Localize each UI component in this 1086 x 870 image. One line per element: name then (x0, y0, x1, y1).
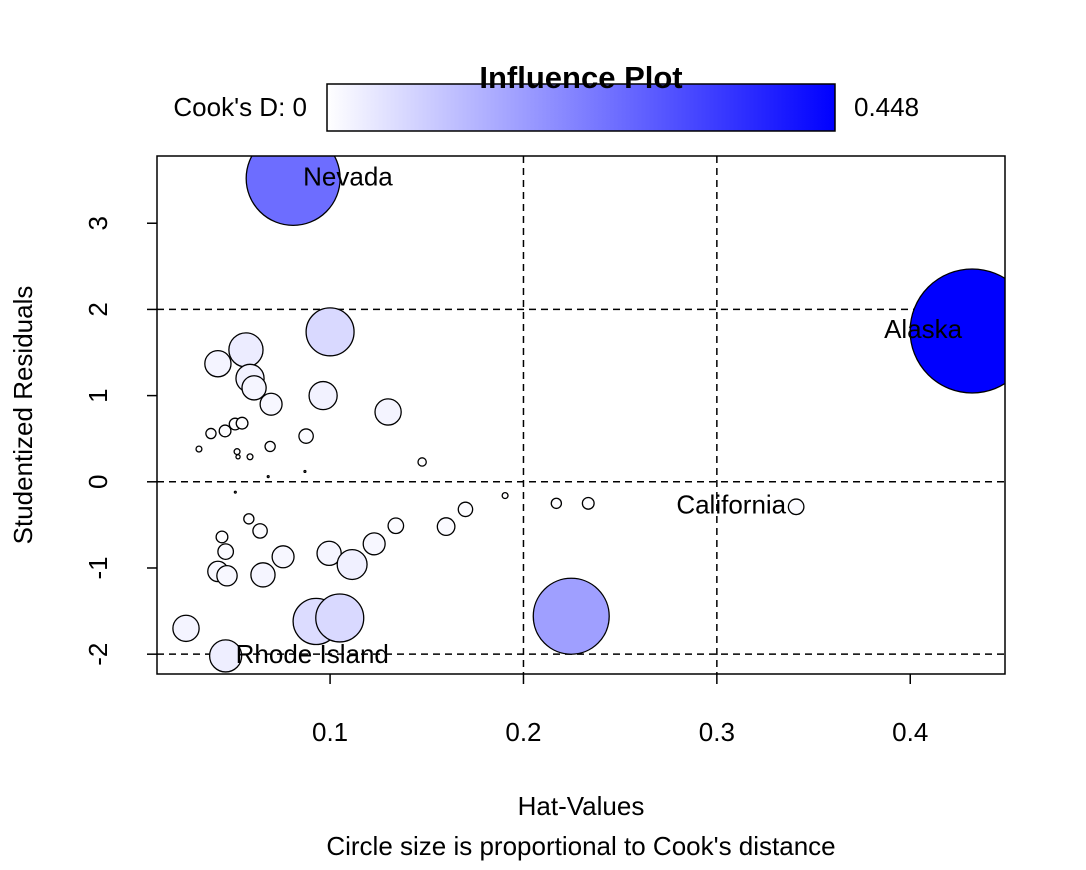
bubble (233, 448, 241, 456)
bubble (298, 428, 314, 444)
bubble (417, 457, 427, 467)
bubble (228, 332, 264, 368)
bubble (246, 453, 254, 461)
plot-area (157, 156, 1005, 674)
bubble (581, 496, 595, 510)
bubble (374, 398, 402, 426)
bubble (217, 543, 235, 561)
bubble (457, 501, 474, 518)
bubble (218, 424, 232, 438)
x-axis-label: Hat-Values (518, 791, 645, 821)
colorbar (326, 83, 836, 132)
y-tick-label: 3 (83, 216, 113, 230)
bubble (216, 564, 238, 587)
bubble (787, 498, 805, 516)
plot-frame (156, 155, 1006, 675)
bubble (362, 532, 386, 556)
bubble (266, 475, 270, 479)
bubble (205, 427, 217, 440)
y-tick-label: 0 (83, 475, 113, 489)
y-tick-label: -2 (83, 643, 113, 666)
bubble (250, 562, 276, 588)
bubble (208, 639, 243, 673)
bubble (215, 530, 229, 544)
bubble (532, 577, 610, 655)
y-tick-label: 1 (83, 388, 113, 402)
bubble (909, 268, 1005, 394)
bubble (387, 517, 405, 535)
bubble (235, 416, 249, 430)
bubble (305, 307, 355, 357)
bubble (308, 380, 338, 411)
bubble (271, 545, 295, 569)
point-label: Alaska (884, 314, 963, 344)
colorbar-max: 0.448 (854, 92, 919, 122)
x-tick-label: 0.3 (699, 717, 735, 747)
bubble (245, 156, 341, 227)
bubble (501, 492, 509, 500)
point-label: Nevada (303, 161, 393, 191)
x-tick-label: 0.1 (312, 717, 348, 747)
y-tick-label: 2 (83, 302, 113, 316)
bubble (315, 593, 365, 643)
x-tick-label: 0.4 (892, 717, 928, 747)
colorbar-min: 0 (293, 92, 307, 122)
colorbar-min-label: Cook's D: 0 (173, 92, 307, 122)
subtitle: Circle size is proportional to Cook's di… (326, 831, 835, 861)
y-axis-label: Studentized Residuals (8, 286, 38, 545)
bubble (241, 375, 267, 401)
bubble (235, 454, 241, 460)
bubble (436, 517, 456, 537)
bubble (233, 490, 237, 494)
x-tick-label: 0.2 (505, 717, 541, 747)
bubble (243, 513, 255, 525)
point-label: Rhode Island (236, 639, 389, 669)
bubble (264, 440, 276, 453)
bubble (316, 540, 342, 567)
bubble (303, 469, 307, 474)
bubble (195, 445, 203, 453)
bubble (550, 497, 563, 510)
bubble (336, 548, 368, 581)
bubble (259, 392, 283, 416)
bubble (252, 523, 268, 539)
bubble (172, 614, 200, 643)
y-tick-label: -1 (83, 556, 113, 579)
chart-title: Influence Plot (479, 60, 682, 95)
colorbar-label: Cook's D: (173, 92, 285, 122)
bubble (204, 349, 232, 378)
point-label: California (676, 490, 786, 520)
